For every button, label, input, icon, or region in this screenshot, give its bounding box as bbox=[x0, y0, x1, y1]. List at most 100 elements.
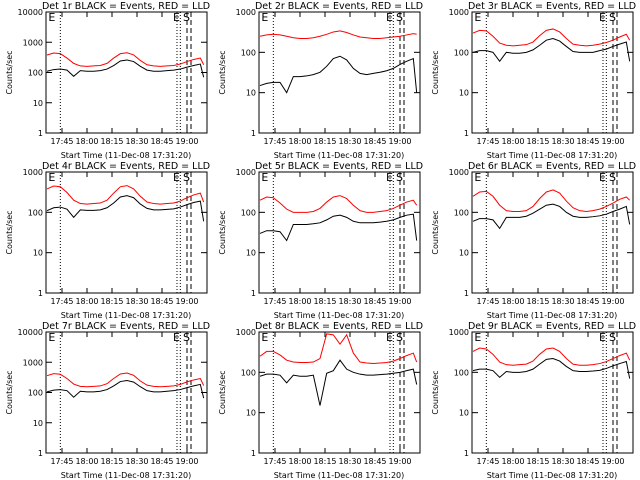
x-tick-label: 17:45 bbox=[263, 457, 286, 466]
x-tick-label: 17:45 bbox=[50, 137, 73, 146]
series-line bbox=[46, 195, 205, 222]
event-label: E bbox=[386, 331, 393, 344]
event-label: S bbox=[396, 331, 403, 344]
y-tick-label: 10 bbox=[246, 89, 256, 98]
x-tick-label: 17:45 bbox=[50, 297, 73, 306]
event-label: S bbox=[609, 171, 616, 184]
y-tick-label: 100 bbox=[454, 208, 469, 217]
x-tick-label: 18:15 bbox=[313, 297, 336, 306]
event-label: E bbox=[474, 331, 481, 344]
y-tick-label: 10 bbox=[459, 249, 469, 258]
x-tick-label: 17:45 bbox=[263, 297, 286, 306]
y-tick-label: 1000 bbox=[449, 328, 469, 337]
event-label: S bbox=[183, 171, 190, 184]
y-tick-label: 10 bbox=[33, 419, 43, 428]
y-tick-label: 1000 bbox=[236, 8, 256, 17]
x-tick-label: 18:30 bbox=[551, 297, 574, 306]
series-line bbox=[46, 185, 205, 205]
event-label: E bbox=[599, 331, 606, 344]
y-tick-label: 1 bbox=[464, 449, 469, 458]
y-tick-label: 1000 bbox=[236, 328, 256, 337]
event-label: E bbox=[48, 331, 55, 344]
x-tick-label: 17:45 bbox=[476, 457, 499, 466]
x-tick-label: 18:30 bbox=[551, 457, 574, 466]
event-label: E bbox=[261, 331, 268, 344]
chart-title: Det 4r BLACK = Events, RED = LLD bbox=[42, 161, 210, 172]
chart-title: Det 1r BLACK = Events, RED = LLD bbox=[42, 1, 210, 12]
series-line bbox=[259, 30, 417, 40]
x-tick-label: 18:00 bbox=[75, 137, 98, 146]
series-line bbox=[259, 213, 418, 242]
y-tick-label: 100 bbox=[28, 389, 43, 398]
event-label: E bbox=[261, 171, 268, 184]
x-tick-label: 18:00 bbox=[288, 137, 311, 146]
y-tick-label: 1 bbox=[464, 289, 469, 298]
x-tick-label: 19:00 bbox=[388, 457, 411, 466]
x-tick-label: 18:15 bbox=[526, 137, 549, 146]
y-tick-label: 10 bbox=[33, 99, 43, 108]
y-axis-label: Counts/sec bbox=[5, 210, 14, 254]
event-label: S bbox=[609, 331, 616, 344]
plot-frame bbox=[45, 171, 208, 294]
x-tick-label: 18:45 bbox=[576, 297, 599, 306]
series-line bbox=[46, 372, 205, 388]
y-tick-label: 10000 bbox=[18, 328, 43, 337]
chart-title: Det 7r BLACK = Events, RED = LLD bbox=[42, 321, 210, 332]
x-axis-label: Start Time (11-Dec-08 17:31:20) bbox=[274, 471, 405, 480]
event-label: E bbox=[173, 331, 180, 344]
y-axis-label: Counts/sec bbox=[431, 210, 440, 254]
x-tick-label: 19:00 bbox=[601, 297, 624, 306]
series-line bbox=[46, 52, 205, 67]
y-axis-label: Counts/sec bbox=[5, 370, 14, 414]
event-label: E bbox=[386, 11, 393, 24]
event-label: S bbox=[396, 171, 403, 184]
y-tick-label: 10 bbox=[459, 409, 469, 418]
y-axis-label: Counts/sec bbox=[218, 370, 227, 414]
plot-frame bbox=[258, 11, 421, 134]
x-tick-label: 18:00 bbox=[288, 297, 311, 306]
event-label: E bbox=[474, 171, 481, 184]
chart-title: Det 8r BLACK = Events, RED = LLD bbox=[255, 321, 423, 332]
plot-frame bbox=[258, 171, 421, 294]
plot-frame bbox=[471, 11, 634, 134]
plot-frame bbox=[471, 171, 634, 294]
event-label: E bbox=[48, 11, 55, 24]
x-tick-label: 18:30 bbox=[551, 137, 574, 146]
x-tick-label: 18:30 bbox=[125, 457, 148, 466]
x-tick-label: 18:15 bbox=[100, 137, 123, 146]
x-tick-label: 18:00 bbox=[75, 297, 98, 306]
event-label: E bbox=[474, 11, 481, 24]
y-tick-label: 1000 bbox=[449, 168, 469, 177]
y-tick-label: 10 bbox=[246, 249, 256, 258]
series-line bbox=[472, 37, 631, 63]
event-label: S bbox=[183, 331, 190, 344]
x-axis-label: Start Time (11-Dec-08 17:31:20) bbox=[274, 311, 405, 320]
x-tick-label: 18:15 bbox=[100, 457, 123, 466]
x-axis-label: Start Time (11-Dec-08 17:31:20) bbox=[61, 311, 192, 320]
x-tick-label: 19:00 bbox=[601, 457, 624, 466]
plot-frame bbox=[258, 331, 421, 454]
series-line bbox=[472, 28, 631, 47]
x-tick-label: 19:00 bbox=[175, 137, 198, 146]
x-tick-label: 18:15 bbox=[526, 457, 549, 466]
x-tick-label: 17:45 bbox=[476, 297, 499, 306]
x-tick-label: 18:30 bbox=[338, 297, 361, 306]
y-axis-label: Counts/sec bbox=[5, 50, 14, 94]
event-label: S bbox=[183, 11, 190, 24]
x-tick-label: 18:15 bbox=[100, 297, 123, 306]
y-tick-label: 100 bbox=[454, 48, 469, 57]
x-tick-label: 18:45 bbox=[576, 137, 599, 146]
series-line bbox=[259, 195, 418, 213]
x-tick-label: 19:00 bbox=[388, 137, 411, 146]
chart-title: Det 9r BLACK = Events, RED = LLD bbox=[468, 321, 636, 332]
plot-frame bbox=[45, 11, 208, 134]
plot-frame bbox=[471, 331, 634, 454]
series-line bbox=[259, 55, 418, 94]
event-label: E bbox=[48, 171, 55, 184]
x-tick-label: 19:00 bbox=[175, 457, 198, 466]
y-tick-label: 1000 bbox=[236, 168, 256, 177]
x-tick-label: 18:45 bbox=[363, 137, 386, 146]
x-axis-label: Start Time (11-Dec-08 17:31:20) bbox=[487, 311, 618, 320]
